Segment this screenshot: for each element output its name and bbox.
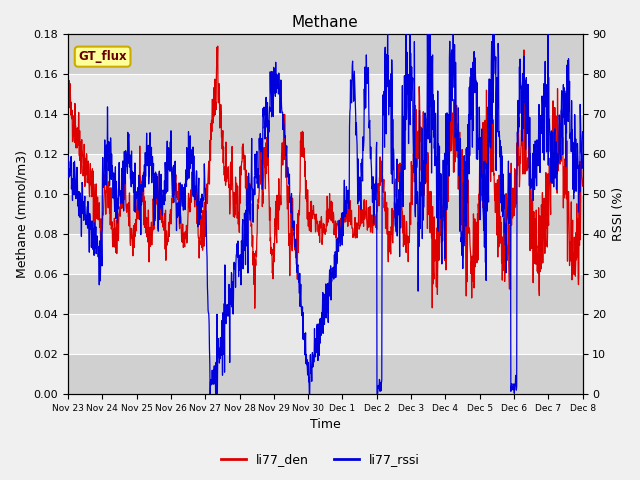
Bar bbox=[68, 114, 582, 154]
Bar bbox=[68, 34, 582, 74]
Y-axis label: Methane (mmol/m3): Methane (mmol/m3) bbox=[15, 150, 28, 278]
Title: Methane: Methane bbox=[292, 15, 358, 30]
Bar bbox=[68, 274, 582, 314]
X-axis label: Time: Time bbox=[310, 419, 340, 432]
Bar bbox=[68, 234, 582, 274]
Text: GT_flux: GT_flux bbox=[78, 50, 127, 63]
Bar bbox=[68, 194, 582, 234]
Bar bbox=[68, 154, 582, 194]
Bar bbox=[68, 74, 582, 114]
Bar bbox=[68, 354, 582, 394]
Legend: li77_den, li77_rssi: li77_den, li77_rssi bbox=[216, 448, 424, 471]
Bar bbox=[68, 314, 582, 354]
Y-axis label: RSSI (%): RSSI (%) bbox=[612, 187, 625, 241]
